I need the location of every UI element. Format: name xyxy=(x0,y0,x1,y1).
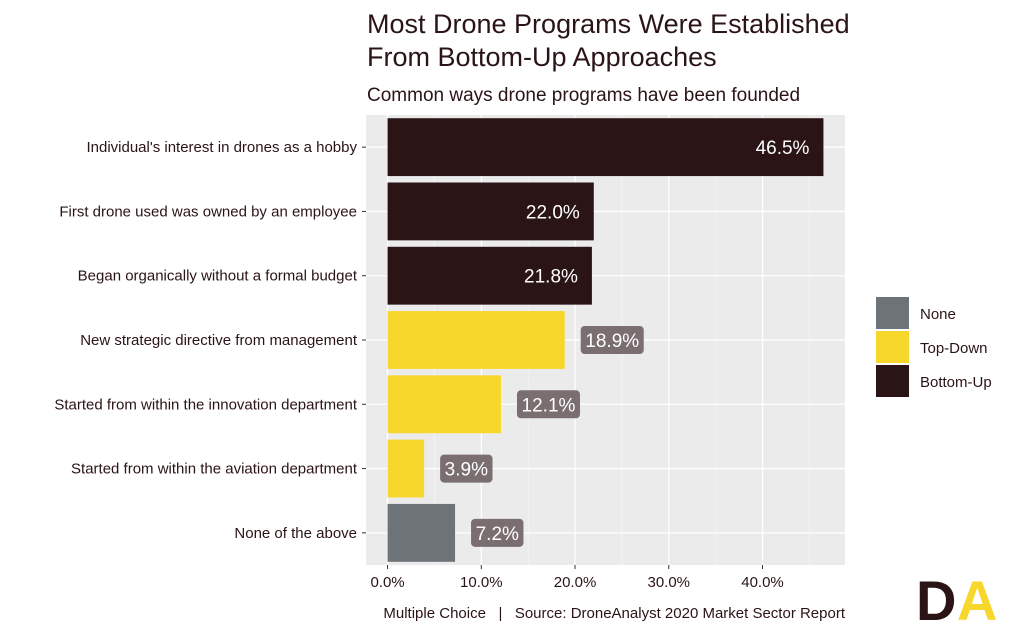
bar xyxy=(387,246,592,305)
legend-swatch xyxy=(876,331,909,363)
y-tick-label: Started from within the aviation departm… xyxy=(71,461,358,478)
legend-label: Top-Down xyxy=(920,340,988,357)
svg-text:A: A xyxy=(957,569,997,632)
bar xyxy=(387,503,456,562)
chart-title-line-1: Most Drone Programs Were Established xyxy=(367,9,850,39)
data-label: 7.2% xyxy=(476,524,519,545)
bar xyxy=(387,118,824,177)
x-tick-label: 30.0% xyxy=(647,574,690,591)
data-label-box xyxy=(440,454,493,483)
data-label: 12.1% xyxy=(522,395,576,416)
x-tick-label: 0.0% xyxy=(370,574,404,591)
data-label-box xyxy=(580,326,644,354)
x-tick-label: 10.0% xyxy=(460,574,503,591)
x-tick-label: 40.0% xyxy=(741,574,784,591)
y-tick-label: Individual's interest in drones as a hob… xyxy=(86,139,357,156)
bar xyxy=(387,375,501,434)
svg-text:D: D xyxy=(916,569,955,632)
chart-subtitle: Common ways drone programs have been fou… xyxy=(367,85,800,106)
chart-title-line-2: From Bottom-Up Approaches xyxy=(367,42,717,72)
legend-label: None xyxy=(920,306,956,323)
data-label-box xyxy=(471,518,524,547)
x-tick-label: 20.0% xyxy=(554,574,597,591)
data-label: 18.9% xyxy=(585,331,639,352)
y-tick-label: Began organically without a formal budge… xyxy=(78,268,358,285)
y-tick-label: First drone used was owned by an employe… xyxy=(59,203,357,220)
bar xyxy=(387,311,565,369)
da-logo: D A xyxy=(916,569,997,632)
legend-label: Bottom-Up xyxy=(920,374,992,391)
data-label: 46.5% xyxy=(756,138,810,159)
data-label-box xyxy=(516,390,580,419)
data-label: 22.0% xyxy=(526,202,580,223)
y-tick-label: Started from within the innovation depar… xyxy=(54,396,357,413)
chart-caption: Multiple Choice | Source: DroneAnalyst 2… xyxy=(383,605,845,622)
bar xyxy=(387,182,594,241)
legend-swatch xyxy=(876,365,909,397)
data-label: 21.8% xyxy=(524,267,578,288)
y-tick-label: New strategic directive from management xyxy=(80,332,358,349)
data-label: 3.9% xyxy=(445,460,488,481)
y-tick-label: None of the above xyxy=(234,525,357,542)
legend-swatch xyxy=(876,297,909,329)
bar xyxy=(387,439,425,498)
